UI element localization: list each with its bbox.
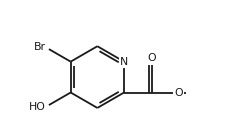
Text: N: N bbox=[120, 57, 128, 67]
Text: O: O bbox=[147, 53, 156, 63]
Text: O: O bbox=[173, 87, 182, 98]
Text: HO: HO bbox=[29, 102, 46, 112]
Text: Br: Br bbox=[34, 43, 46, 52]
